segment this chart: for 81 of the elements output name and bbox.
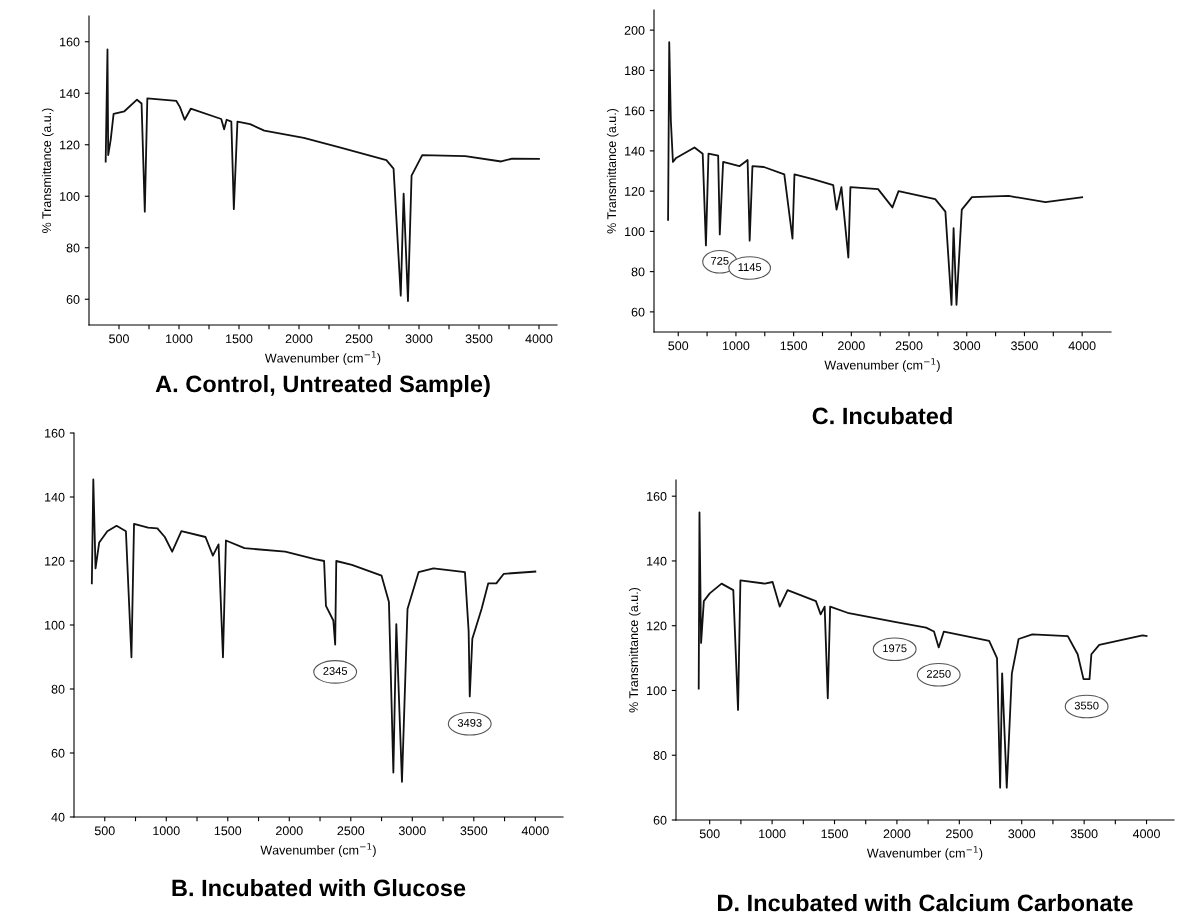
y-tick-label: 140: [45, 492, 65, 502]
text: C. Incubated: [812, 406, 952, 425]
y-tick-label: 100: [625, 227, 645, 237]
x-tick-label: 2500: [946, 829, 973, 839]
annotation: 3493: [457, 718, 482, 727]
x-tick-label: 1000: [166, 334, 193, 344]
x-tick-label: 1000: [722, 341, 750, 351]
x-axis-title: Wavenumber (cm$^{−1}$): [824, 358, 940, 372]
y-tick-label: 200: [624, 25, 645, 35]
y-tick-label: 80: [631, 267, 645, 277]
y-tick-label: 160: [625, 106, 645, 116]
x-tick-label: 500: [94, 826, 115, 836]
x-tick-label: 500: [668, 341, 689, 351]
y-tick-label: 140: [625, 146, 645, 156]
x-tick-label: 1500: [821, 829, 848, 839]
x-tick-label: 1000: [759, 829, 786, 839]
y-tick-label: 160: [60, 37, 80, 47]
y-tick-label: 160: [647, 491, 667, 501]
x-tick-label: 3500: [465, 334, 493, 344]
y-tick-label: 60: [66, 295, 80, 304]
y-tick-label: 60: [631, 307, 645, 317]
x-tick-label: 500: [699, 829, 720, 839]
y-tick-label: 120: [625, 186, 645, 196]
annotation: 1975: [883, 644, 907, 653]
y-tick-label: 100: [45, 620, 65, 630]
annotation: 3550: [1074, 701, 1099, 710]
line-series: [697, 511, 1148, 789]
x-tick-label: 3000: [1008, 829, 1036, 839]
y-tick-label: 100: [60, 192, 80, 201]
y-tick-label: 120: [45, 556, 65, 566]
y-axis-title: % Transmittance (a.u.): [41, 108, 54, 233]
x-tick-label: 3000: [405, 334, 433, 344]
y-tick-label: 40: [51, 812, 65, 822]
x-tick-label: 2500: [345, 334, 373, 344]
y-axis-title: % Transmittance (a.u.): [606, 108, 619, 234]
y-tick-label: 120: [60, 140, 80, 150]
y-tick-label: 60: [653, 815, 667, 825]
annotation: 2345: [323, 667, 348, 675]
x-tick-label: 2500: [337, 826, 365, 836]
y-tick-label: 140: [60, 89, 80, 98]
y-tick-label: 80: [66, 243, 80, 253]
y-tick-label: 80: [653, 751, 667, 760]
y-tick-label: 120: [647, 621, 667, 631]
text: A. Control, Untreated Sample): [155, 374, 490, 397]
x-tick-label: 1500: [780, 341, 808, 351]
x-tick-label: 4000: [521, 826, 549, 836]
x-tick-label: 1500: [226, 334, 253, 344]
x-tick-label: 500: [109, 334, 129, 344]
text: B. Incubated with Glucose: [172, 878, 466, 897]
x-tick-label: 3500: [460, 826, 488, 836]
y-axis-title: % Transmittance (a.u.): [628, 587, 641, 713]
y-tick-label: 160: [45, 428, 65, 438]
x-tick-label: 4000: [525, 334, 553, 344]
x-tick-label: 2000: [276, 826, 303, 836]
x-tick-label: 2000: [285, 334, 313, 344]
y-tick-label: 80: [51, 684, 65, 694]
x-tick-label: 3000: [398, 826, 426, 836]
x-tick-label: 4000: [1068, 341, 1096, 351]
x-tick-label: 3500: [1011, 341, 1038, 351]
y-tick-label: 180: [625, 66, 645, 76]
x-tick-label: 4000: [1132, 829, 1160, 839]
line-series: [667, 41, 1084, 306]
x-tick-label: 2000: [883, 829, 911, 839]
line-series: [104, 48, 540, 302]
x-tick-label: 1000: [153, 826, 180, 836]
line-series: [90, 478, 537, 783]
y-tick-label: 140: [647, 556, 667, 566]
annotation: 725: [711, 256, 729, 265]
x-tick-label: 3000: [953, 341, 981, 351]
x-tick-label: 1500: [214, 826, 242, 836]
x-axis-title: Wavenumber (cm$^{−1}$): [260, 843, 376, 857]
x-axis-title: Wavenumber (cm$^{−1}$): [264, 351, 381, 365]
y-tick-label: 60: [51, 748, 65, 758]
x-tick-label: 3500: [1070, 829, 1098, 839]
x-axis-title: Wavenumber (cm$^{−1}$): [866, 846, 983, 860]
annotation: 2250: [926, 669, 951, 678]
x-tick-label: 2000: [838, 341, 865, 351]
x-tick-label: 2500: [895, 341, 923, 351]
y-tick-label: 100: [647, 686, 667, 696]
annotation: 1145: [738, 263, 762, 272]
text: D. Incubated with Calcium Carbonate: [718, 893, 1133, 912]
